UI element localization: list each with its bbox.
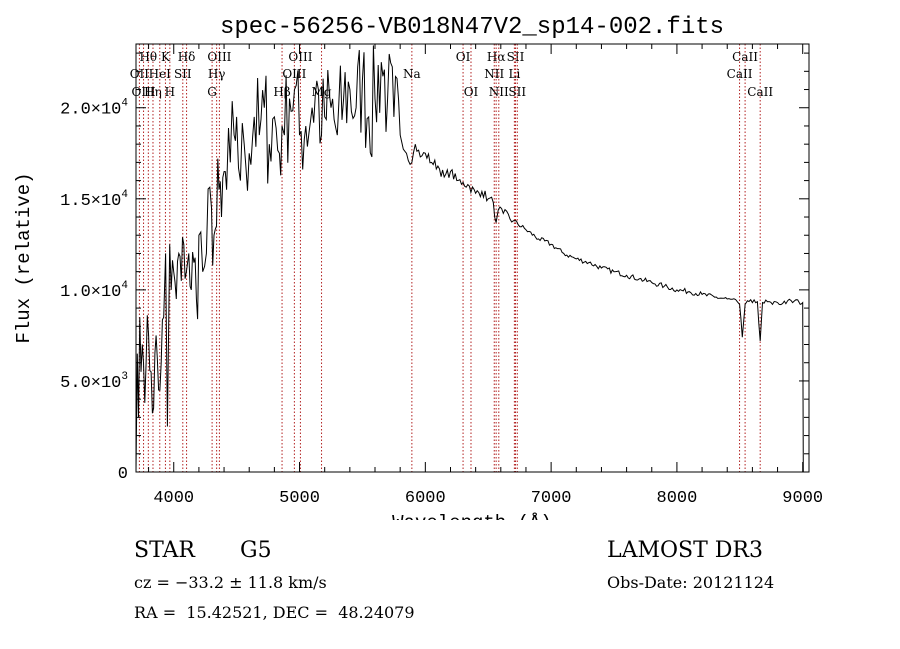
observation-date: Obs-Date: 20121124 bbox=[607, 573, 775, 592]
y-tick-label-4: 2.0×104 bbox=[60, 98, 128, 120]
y-tick-label-2: 1.0×104 bbox=[60, 280, 128, 302]
marker-label-21: NII bbox=[489, 85, 509, 99]
x-tick-label-4: 8000 bbox=[657, 489, 698, 508]
marker-label-22: SII bbox=[507, 50, 525, 64]
x-tick-label-5: 9000 bbox=[782, 489, 823, 508]
plot-frame bbox=[135, 43, 810, 473]
marker-label-11: G bbox=[207, 85, 217, 99]
x-tick-label-1: 5000 bbox=[279, 489, 320, 508]
marker-label-4: HeI bbox=[149, 67, 172, 81]
marker-label-12: Hβ bbox=[273, 85, 290, 99]
marker-label-17: OI bbox=[456, 50, 471, 64]
x-axis-label: Wavelength (Å) bbox=[392, 512, 552, 520]
marker-label-25: CaII bbox=[732, 50, 758, 64]
marker-label-10: Hγ bbox=[208, 67, 226, 81]
marker-label-27: CaII bbox=[747, 85, 773, 99]
marker-label-24: SII bbox=[508, 85, 526, 99]
y-axis: 0 5.0×103 1.0×104 1.5×104 2.0×104 bbox=[60, 52, 809, 484]
redshift-cz: cz = −33.2 ± 11.8 km/s bbox=[134, 573, 327, 592]
spectrum-line bbox=[135, 45, 804, 473]
chart-title: spec-56256-VB018N47V2_sp14-002.fits bbox=[220, 14, 724, 41]
marker-label-5: K bbox=[161, 50, 171, 64]
marker-label-26: CaII bbox=[727, 67, 753, 81]
marker-label-16: Na bbox=[403, 67, 421, 81]
y-axis-label: Flux (relative) bbox=[13, 172, 35, 343]
marker-label-18: OI bbox=[464, 85, 479, 99]
marker-label-23: Li bbox=[508, 67, 520, 81]
marker-label-20: NII bbox=[484, 67, 504, 81]
coordinates: RA = 15.42521, DEC = 48.24079 bbox=[134, 603, 415, 622]
marker-label-6: H bbox=[165, 85, 175, 99]
x-axis: 4000 5000 6000 7000 8000 9000 bbox=[148, 44, 823, 508]
marker-label-19: Hα bbox=[487, 50, 506, 64]
marker-label-0: Hθ bbox=[139, 50, 157, 64]
y-tick-label-0: 0 bbox=[118, 465, 128, 484]
x-tick-label-3: 7000 bbox=[531, 489, 572, 508]
marker-label-7: SII bbox=[174, 67, 192, 81]
marker-label-14: OIII bbox=[282, 67, 306, 81]
y-tick-label-1: 5.0×103 bbox=[60, 371, 128, 393]
marker-label-13: OIII bbox=[288, 50, 312, 64]
x-tick-label-2: 6000 bbox=[405, 489, 446, 508]
survey-name: LAMOST DR3 bbox=[607, 538, 763, 563]
object-class: STAR bbox=[134, 538, 195, 563]
marker-label-8: Hδ bbox=[178, 50, 196, 64]
y-tick-label-3: 1.5×104 bbox=[60, 189, 128, 211]
marker-label-9: OIII bbox=[207, 50, 231, 64]
object-subclass: G5 bbox=[240, 538, 272, 563]
marker-label-2: OIII bbox=[132, 85, 156, 99]
marker-label-3: Hη bbox=[144, 85, 162, 99]
marker-label-1: OII bbox=[130, 67, 150, 81]
x-tick-label-0: 4000 bbox=[153, 489, 194, 508]
spectrum-chart: spec-56256-VB018N47V2_sp14-002.fits Hθ OI… bbox=[13, 14, 823, 520]
